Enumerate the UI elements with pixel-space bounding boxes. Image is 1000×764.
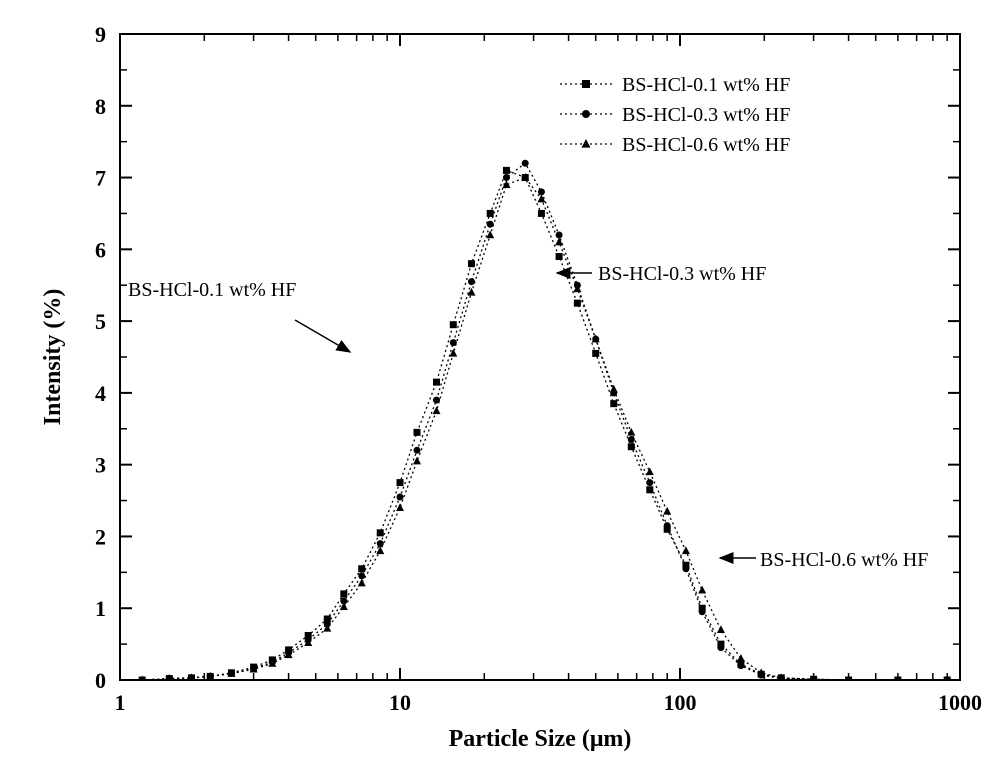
x-tick-label: 1000 bbox=[938, 690, 982, 715]
y-tick-label: 7 bbox=[95, 166, 106, 191]
x-tick-label: 10 bbox=[389, 690, 411, 715]
y-tick-label: 5 bbox=[95, 309, 106, 334]
legend-label: BS-HCl-0.6 wt% HF bbox=[622, 134, 790, 156]
y-tick-label: 4 bbox=[95, 381, 106, 406]
legend-label: BS-HCl-0.3 wt% HF bbox=[622, 104, 790, 126]
x-tick-label: 100 bbox=[664, 690, 697, 715]
y-tick-label: 8 bbox=[95, 94, 106, 119]
y-axis-label: Intensity (%) bbox=[40, 289, 66, 426]
annotation-label: BS-HCl-0.6 wt% HF bbox=[760, 549, 928, 571]
chart-container: 1101001000Particle Size (μm)0123456789In… bbox=[0, 0, 1000, 764]
particle-size-chart: 1101001000Particle Size (μm)0123456789In… bbox=[0, 0, 1000, 764]
y-tick-label: 6 bbox=[95, 237, 106, 262]
y-tick-label: 1 bbox=[95, 596, 106, 621]
annotation-label: BS-HCl-0.3 wt% HF bbox=[598, 263, 766, 285]
legend-label: BS-HCl-0.1 wt% HF bbox=[622, 74, 790, 96]
y-tick-label: 3 bbox=[95, 453, 106, 478]
y-tick-label: 2 bbox=[95, 524, 106, 549]
y-tick-label: 0 bbox=[95, 668, 106, 693]
y-tick-label: 9 bbox=[95, 22, 106, 47]
x-tick-label: 1 bbox=[115, 690, 126, 715]
x-axis-label: Particle Size (μm) bbox=[449, 726, 632, 752]
annotation-label: BS-HCl-0.1 wt% HF bbox=[128, 279, 296, 301]
